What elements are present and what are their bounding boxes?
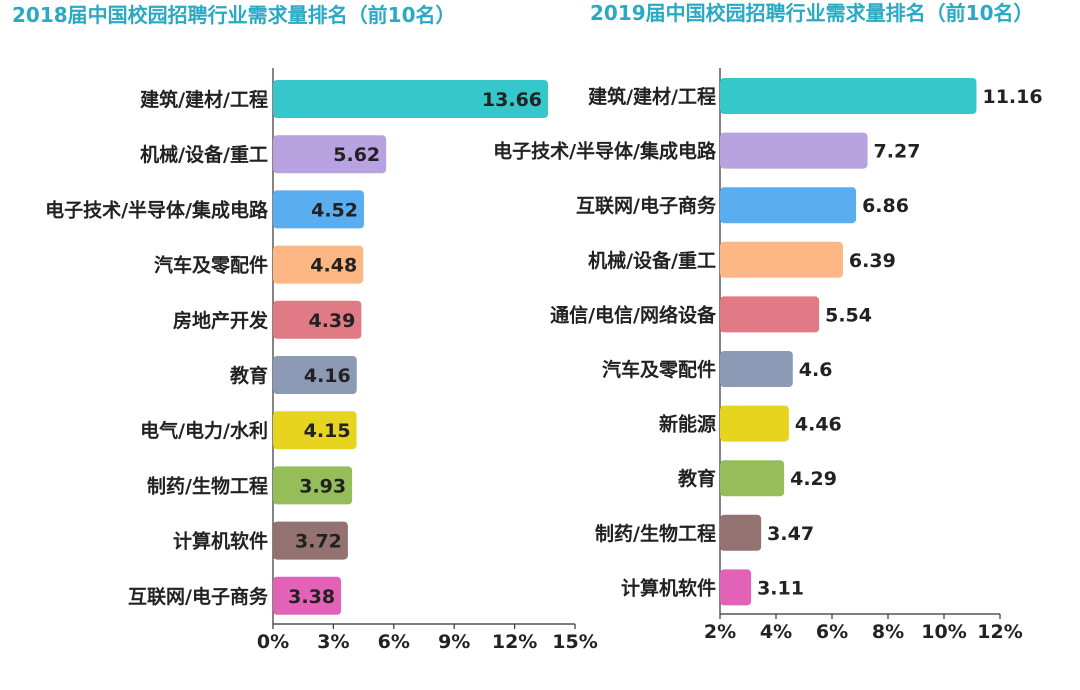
bar bbox=[273, 80, 549, 118]
bar bbox=[720, 296, 820, 333]
data-label: 4.52 bbox=[311, 199, 358, 221]
chart-title-2019: 2019届中国校园招聘行业需求量排名（前10名） bbox=[590, 1, 1034, 25]
category-label: 汽车及零配件 bbox=[602, 358, 716, 381]
data-label: 11.16 bbox=[982, 86, 1042, 108]
category-label: 制药/生物工程 bbox=[147, 474, 268, 497]
category-label: 制药/生物工程 bbox=[595, 522, 716, 545]
chart-panel-2019: 2% 4% 6% 8% 10% 12% 建筑/建材/工程 11.16 电子技术/半导体/集成电路… bbox=[493, 68, 1043, 643]
data-label: 5.54 bbox=[825, 304, 872, 326]
data-label: 4.29 bbox=[790, 468, 837, 490]
category-label: 教育 bbox=[230, 364, 268, 387]
chart-title-2018: 2018届中国校园招聘行业需求量排名（前10名） bbox=[12, 3, 456, 27]
category-label: 电气/电力/水利 bbox=[140, 419, 268, 442]
bar bbox=[273, 356, 357, 394]
category-label: 计算机软件 bbox=[173, 530, 268, 553]
data-label: 5.62 bbox=[333, 144, 380, 166]
x-tick-label: 2% bbox=[704, 621, 736, 643]
watermark-text: 阿聊不见了 bbox=[952, 647, 1062, 672]
bar bbox=[273, 190, 365, 229]
data-label: 4.39 bbox=[308, 310, 355, 332]
x-tick-label: 9% bbox=[438, 631, 470, 653]
bar bbox=[273, 300, 362, 339]
data-label: 6.86 bbox=[862, 195, 909, 217]
bar bbox=[720, 132, 868, 169]
bar bbox=[273, 245, 364, 284]
category-label: 电子技术/半导体/集成电路 bbox=[45, 198, 269, 221]
chart-panel-2018: 0% 3% 6% 9% 12% 15% 建筑/建材/工程 13.66 机械/设备/重工 5.62 电… bbox=[45, 68, 598, 653]
bar bbox=[720, 569, 752, 606]
x-tick-label: 3% bbox=[317, 631, 349, 653]
bar bbox=[720, 405, 789, 442]
bar bbox=[720, 514, 762, 551]
category-label: 房地产开发 bbox=[173, 309, 269, 332]
category-label: 建筑/建材/工程 bbox=[140, 88, 268, 111]
x-tick-label: 8% bbox=[872, 621, 904, 643]
bar bbox=[273, 135, 387, 174]
bar bbox=[273, 521, 348, 560]
data-label: 4.15 bbox=[304, 420, 351, 442]
data-label: 4.16 bbox=[304, 365, 351, 387]
category-label: 机械/设备/重工 bbox=[588, 249, 716, 272]
bar bbox=[720, 460, 785, 497]
category-label: 汽车及零配件 bbox=[154, 254, 268, 277]
bar bbox=[720, 78, 977, 114]
category-label: 建筑/建材/工程 bbox=[588, 85, 716, 108]
x-tick-label: 4% bbox=[760, 621, 792, 643]
data-label: 4.46 bbox=[795, 414, 842, 436]
x-tick-label: 12% bbox=[492, 631, 537, 653]
data-label: 4.48 bbox=[310, 255, 357, 277]
x-tick-label: 10% bbox=[921, 621, 966, 643]
category-label: 互联网/电子商务 bbox=[576, 194, 717, 217]
x-tick-label: 15% bbox=[552, 631, 597, 653]
x-tick-label: 6% bbox=[378, 631, 410, 653]
data-label: 3.72 bbox=[295, 531, 342, 553]
data-label: 13.66 bbox=[482, 89, 542, 111]
category-label: 机械/设备/重工 bbox=[140, 143, 268, 166]
bar bbox=[273, 466, 353, 505]
data-label: 3.11 bbox=[757, 577, 804, 599]
x-tick-label: 6% bbox=[816, 621, 848, 643]
x-tick-label: 12% bbox=[977, 621, 1022, 643]
data-label: 7.27 bbox=[874, 141, 921, 163]
data-label: 3.47 bbox=[767, 523, 814, 545]
data-label: 3.38 bbox=[288, 586, 335, 608]
category-label: 电子技术/半导体/集成电路 bbox=[493, 140, 717, 163]
x-tick-label: 0% bbox=[257, 631, 289, 653]
bar bbox=[273, 411, 357, 450]
data-label: 4.6 bbox=[799, 359, 833, 381]
category-label: 新能源 bbox=[659, 413, 716, 436]
bar bbox=[273, 576, 342, 615]
bar bbox=[720, 351, 793, 387]
bar bbox=[720, 241, 843, 278]
category-label: 计算机软件 bbox=[621, 576, 716, 599]
category-label: 互联网/电子商务 bbox=[128, 585, 269, 608]
category-label: 教育 bbox=[678, 467, 716, 490]
category-label: 通信/电信/网络设备 bbox=[550, 303, 717, 326]
bar bbox=[720, 187, 857, 224]
data-label: 3.93 bbox=[299, 475, 346, 497]
data-label: 6.39 bbox=[849, 250, 896, 272]
